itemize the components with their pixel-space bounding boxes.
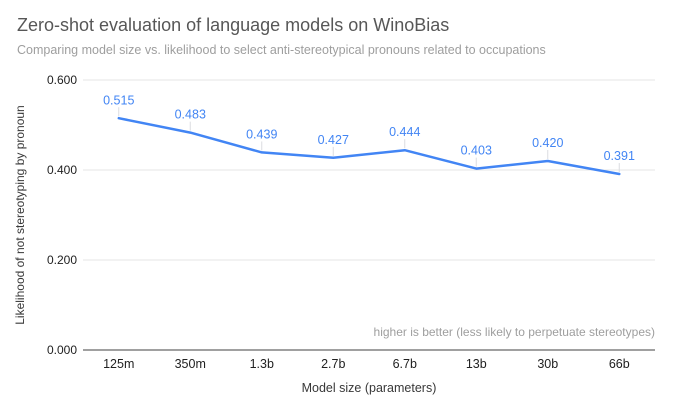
chart-title: Zero-shot evaluation of language models …	[17, 15, 450, 35]
data-point-label: 0.420	[532, 136, 563, 150]
x-tick-label: 350m	[175, 357, 206, 371]
series-line	[117, 116, 621, 176]
x-axis-title: Model size (parameters)	[301, 381, 437, 395]
x-tick-label: 30b	[537, 357, 558, 371]
data-point-label: 0.444	[389, 125, 420, 139]
x-tick-label: 13b	[466, 357, 487, 371]
chart-subtitle: Comparing model size vs. likelihood to s…	[17, 43, 546, 57]
data-point-label: 0.403	[461, 144, 492, 158]
chart-annotation: higher is better (less likely to perpetu…	[373, 325, 655, 339]
x-tick-label: 2.7b	[321, 357, 345, 371]
data-point-label: 0.515	[103, 93, 134, 107]
y-tick-label: 0.200	[47, 253, 77, 267]
y-axis-title: Likelihood of not stereotyping by pronou…	[13, 105, 27, 325]
x-tick-label: 125m	[103, 357, 134, 371]
data-point-label: 0.391	[604, 149, 635, 163]
x-tick-label: 1.3b	[250, 357, 274, 371]
data-point-label: 0.439	[246, 127, 277, 141]
x-tick-label: 6.7b	[393, 357, 417, 371]
data-point-label: 0.427	[318, 133, 349, 147]
x-tick-label: 66b	[609, 357, 630, 371]
y-tick-label: 0.600	[47, 73, 77, 87]
y-tick-label: 0.400	[47, 163, 77, 177]
data-point-label: 0.483	[175, 108, 206, 122]
y-tick-label: 0.000	[47, 343, 77, 357]
